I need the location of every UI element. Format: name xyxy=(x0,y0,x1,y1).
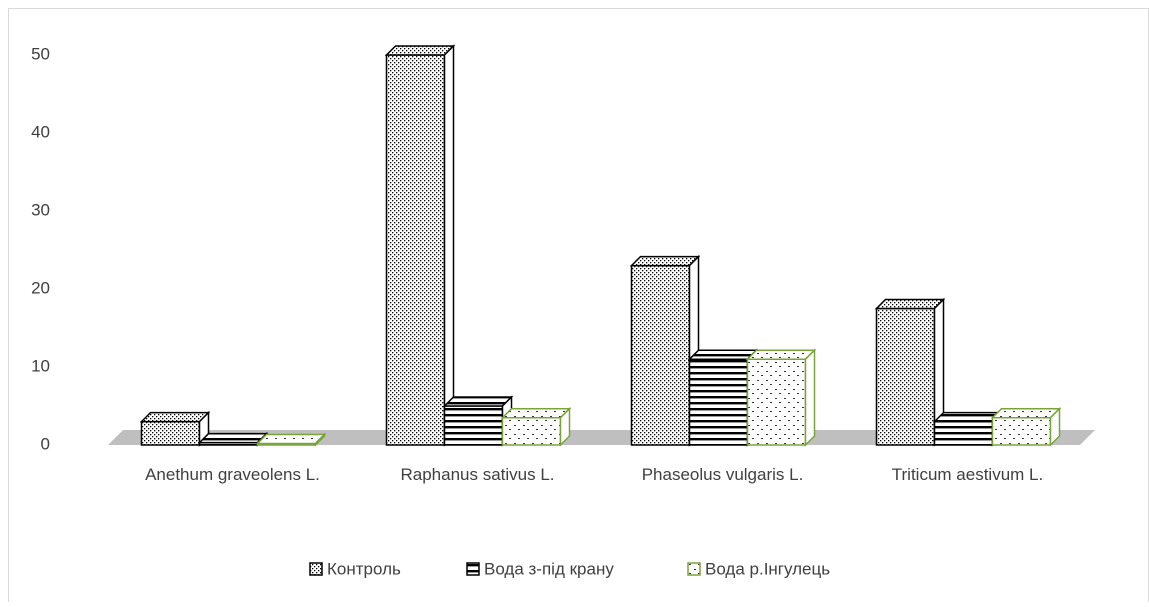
x-tick-label-box: Phaseolus vulgaris L. xyxy=(641,465,804,484)
x-tick-label-box: Raphanus sativus L. xyxy=(400,465,555,484)
y-tick-label: 30 xyxy=(31,200,50,219)
bar-top xyxy=(442,396,514,407)
bar-front xyxy=(385,54,446,446)
x-tick-label-box: Triticum aestivum L. xyxy=(891,465,1044,484)
bar-top xyxy=(629,255,701,267)
bar-front xyxy=(140,420,201,446)
legend-label: Вода р.Інгулець xyxy=(705,559,830,578)
floor xyxy=(108,430,1095,445)
y-tick-label: 40 xyxy=(31,122,50,141)
bar xyxy=(874,297,946,447)
bar-front xyxy=(875,307,936,446)
bar-top xyxy=(990,407,1062,419)
bar-side xyxy=(314,432,326,447)
bar-top xyxy=(197,432,269,444)
bar xyxy=(932,410,1004,447)
bar-side xyxy=(559,406,571,447)
bar-front xyxy=(688,358,749,446)
bar xyxy=(990,406,1062,447)
x-tick-label: Triticum aestivum L. xyxy=(891,465,1044,484)
legend-swatch xyxy=(466,562,480,576)
bar xyxy=(442,395,514,447)
legend-label: Вода з-під крану xyxy=(484,559,614,578)
bar-front xyxy=(746,358,807,446)
y-tick-label: 10 xyxy=(31,356,50,375)
bar xyxy=(197,431,269,447)
bar-top xyxy=(932,411,1004,423)
bar-front xyxy=(501,416,562,446)
bar xyxy=(139,410,211,447)
bar-front xyxy=(991,416,1052,446)
y-tick-label: 0 xyxy=(41,434,50,453)
bar xyxy=(255,432,327,447)
legend-swatch xyxy=(309,562,323,576)
bar xyxy=(745,348,817,447)
legend-swatch xyxy=(687,562,701,576)
bar xyxy=(500,406,572,447)
bar-front xyxy=(443,405,504,446)
y-tick-label: 20 xyxy=(31,278,50,297)
bar-top xyxy=(384,45,456,56)
bar xyxy=(629,254,701,447)
x-tick-label: Phaseolus vulgaris L. xyxy=(641,465,804,484)
bar-top xyxy=(874,298,946,310)
bar-top xyxy=(687,349,759,360)
bar-front xyxy=(933,420,994,446)
bar-front xyxy=(630,264,691,446)
bar-top xyxy=(745,349,817,360)
bar-top xyxy=(139,411,211,423)
bar xyxy=(384,44,456,447)
bar-top xyxy=(500,407,572,419)
x-tick-label: Anethum graveolens L. xyxy=(145,465,320,484)
bar-side xyxy=(443,44,455,447)
x-tick-label: Raphanus sativus L. xyxy=(400,465,555,484)
bar-side xyxy=(1049,406,1061,447)
x-tick-label-box: Anethum graveolens L. xyxy=(145,465,320,484)
bar xyxy=(687,348,759,447)
y-tick-label: 50 xyxy=(31,44,50,63)
bar-side xyxy=(804,348,816,447)
bar-top xyxy=(255,433,327,445)
legend-label: Контроль xyxy=(327,559,401,578)
